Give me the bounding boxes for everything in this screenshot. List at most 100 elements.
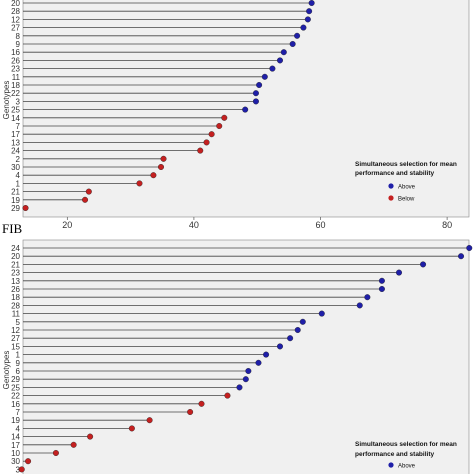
- legend-marker-below-top: [388, 195, 394, 201]
- point-top-8: [294, 32, 301, 39]
- point-top-3: [252, 98, 259, 105]
- point-bottom-15: [276, 343, 283, 350]
- genotype-label-top-11: 11: [12, 73, 21, 82]
- point-top-17: [208, 131, 215, 138]
- point-bottom-7: [187, 409, 194, 416]
- point-bottom-30: [25, 458, 32, 465]
- x-tick-label-40: 40: [189, 220, 199, 230]
- point-top-2: [160, 155, 167, 162]
- point-top-18: [256, 81, 263, 88]
- point-top-20: [308, 0, 315, 6]
- x-ticks-top: 20 40 60 80: [62, 217, 452, 230]
- y-axis-label-top: Genotypes: [2, 81, 11, 120]
- genotype-label-bottom-1: 1: [16, 351, 21, 360]
- genotype-label-top-12: 12: [11, 15, 20, 24]
- x-tick-label-60: 60: [316, 220, 326, 230]
- point-top-9: [289, 41, 296, 48]
- genotype-label-top-19: 19: [11, 196, 20, 205]
- legend-title-line1-bottom: Simultaneous selection for mean: [355, 441, 457, 448]
- point-bottom-18: [364, 294, 371, 301]
- legend-title-line2-top: performance and stability: [355, 170, 434, 177]
- stems-top: [23, 2, 312, 209]
- genotype-label-top-28: 28: [11, 7, 20, 16]
- point-bottom-1: [263, 351, 270, 358]
- point-bottom-11: [318, 310, 325, 317]
- point-top-27: [300, 24, 307, 31]
- genotype-labels-bottom: 2420212313261828115122715196292522167194…: [11, 244, 20, 474]
- genotype-label-bottom-23: 23: [11, 269, 20, 278]
- genotype-label-top-22: 22: [11, 89, 20, 98]
- point-bottom-14: [87, 433, 94, 440]
- genotype-label-bottom-5: 5: [16, 318, 21, 327]
- point-bottom-19: [146, 417, 153, 424]
- genotype-label-bottom-3: 3: [16, 465, 21, 474]
- genotype-label-bottom-22: 22: [11, 392, 20, 401]
- genotype-labels-top: 2028122789162623111822325147171324230412…: [11, 0, 20, 213]
- genotype-label-bottom-25: 25: [11, 383, 20, 392]
- genotype-label-bottom-26: 26: [11, 285, 20, 294]
- point-top-12: [304, 16, 311, 23]
- point-top-29: [22, 204, 29, 211]
- genotype-label-bottom-30: 30: [11, 457, 20, 466]
- point-bottom-3: [18, 466, 25, 473]
- genotype-label-bottom-16: 16: [11, 400, 20, 409]
- genotype-label-top-30: 30: [11, 163, 20, 172]
- genotype-label-top-4: 4: [16, 171, 21, 180]
- point-top-22: [252, 90, 259, 97]
- genotype-label-top-3: 3: [16, 97, 21, 106]
- genotype-label-top-29: 29: [11, 204, 20, 213]
- point-top-13: [203, 139, 210, 146]
- point-top-28: [306, 8, 313, 15]
- genotype-label-top-24: 24: [11, 147, 20, 156]
- point-top-11: [261, 73, 268, 80]
- genotype-label-bottom-11: 11: [12, 310, 21, 319]
- genotype-label-bottom-7: 7: [16, 408, 21, 417]
- genotype-label-top-16: 16: [11, 48, 20, 57]
- stems-bottom: [21, 247, 470, 470]
- genotype-label-top-20: 20: [11, 0, 20, 8]
- genotype-label-top-23: 23: [11, 65, 20, 74]
- point-top-16: [280, 49, 287, 56]
- genotype-label-bottom-6: 6: [16, 367, 21, 376]
- point-bottom-27: [287, 335, 294, 342]
- legend-title-line1-top: Simultaneous selection for mean: [355, 161, 457, 168]
- legend-title-line2-bottom: performance and stability: [355, 451, 434, 458]
- y-axis-label-bottom: Genotypes: [2, 351, 11, 390]
- legend-label-above-top: Above: [398, 185, 416, 191]
- point-bottom-16: [198, 400, 205, 407]
- point-bottom-9: [255, 359, 262, 366]
- point-top-23: [269, 65, 276, 72]
- genotype-label-bottom-12: 12: [11, 326, 20, 335]
- point-bottom-10: [52, 450, 59, 457]
- point-bottom-12: [294, 327, 301, 334]
- point-bottom-29: [242, 376, 249, 383]
- genotype-label-top-21: 21: [11, 188, 20, 197]
- legend-label-below-top: Below: [398, 197, 415, 203]
- point-top-21: [85, 188, 92, 195]
- genotype-label-top-1: 1: [16, 179, 21, 188]
- points-top: [22, 0, 315, 211]
- plot-panel-bottom: [22, 239, 470, 474]
- point-bottom-24: [466, 244, 473, 251]
- legend-bottom: Simultaneous selection for mean performa…: [355, 441, 457, 470]
- point-top-1: [136, 180, 143, 187]
- legend-label-above-bottom: Above: [398, 464, 416, 470]
- point-top-7: [216, 122, 223, 129]
- genotype-label-bottom-28: 28: [11, 301, 20, 310]
- genotype-label-top-27: 27: [11, 24, 20, 33]
- genotype-label-bottom-10: 10: [11, 449, 20, 458]
- legend-top: Simultaneous selection for mean performa…: [355, 161, 457, 203]
- point-top-4: [150, 172, 157, 179]
- genotype-label-bottom-17: 17: [11, 441, 20, 450]
- point-top-25: [242, 106, 249, 113]
- point-top-14: [221, 114, 228, 121]
- point-bottom-17: [70, 441, 77, 448]
- point-bottom-25: [236, 384, 243, 391]
- genotype-label-bottom-29: 29: [11, 375, 20, 384]
- point-top-30: [157, 163, 164, 170]
- genotype-label-bottom-19: 19: [11, 416, 20, 425]
- genotype-label-top-26: 26: [11, 56, 20, 65]
- fib-lollipop-chart-bottom: Genotypes 242021231326182811512271519629…: [2, 239, 473, 474]
- point-bottom-4: [128, 425, 135, 432]
- genotype-label-bottom-18: 18: [11, 293, 20, 302]
